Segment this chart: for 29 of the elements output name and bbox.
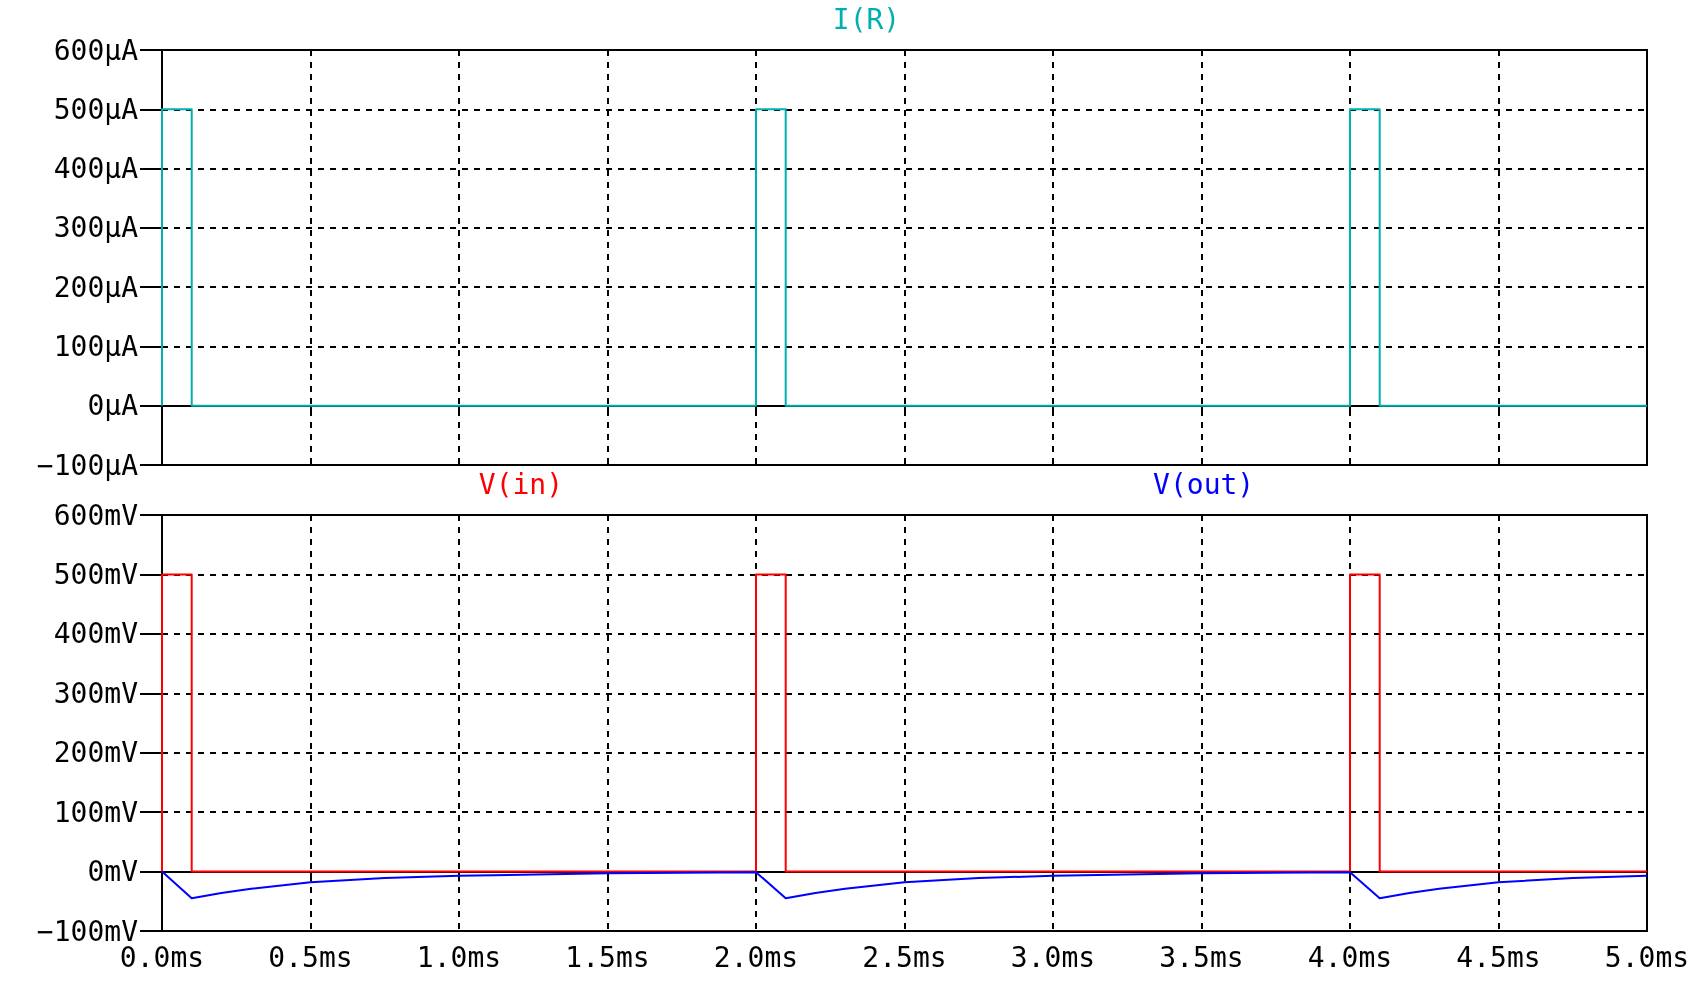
y-tick-label: 0µA — [87, 389, 139, 423]
y-tick-label: 600µA — [53, 33, 139, 67]
y-tick-label: 400µA — [53, 152, 139, 186]
text: V(out) — [1153, 467, 1255, 501]
y-tick-label: 100µA — [53, 329, 139, 363]
x-tick-label: 4.0ms — [1307, 940, 1393, 974]
y-tick-label: 400mV — [53, 617, 139, 651]
text: I(R) — [832, 2, 901, 36]
y-tick-label: −100µA — [36, 448, 139, 482]
y-tick-label: 0mV — [87, 855, 139, 889]
x-tick-label: 2.5ms — [862, 940, 947, 974]
text: V(in) — [478, 467, 564, 501]
x-tick-label: 0.5ms — [268, 940, 353, 974]
x-tick-label: 0.0ms — [119, 940, 205, 974]
x-tick-label: 1.0ms — [416, 940, 502, 974]
y-tick-label: 200mV — [53, 736, 139, 770]
x-tick-label: 1.5ms — [565, 940, 650, 974]
x-tick-label: 5.0ms — [1604, 940, 1690, 974]
y-tick-label: 200µA — [53, 270, 139, 304]
y-tick-label: 500µA — [53, 92, 139, 126]
y-tick-label: 300µA — [53, 211, 139, 245]
x-tick-label: 3.5ms — [1159, 940, 1244, 974]
x-tick-label: 3.0ms — [1010, 940, 1096, 974]
y-tick-label: 500mV — [53, 557, 139, 591]
y-tick-label: 600mV — [53, 498, 139, 532]
x-tick-label: 2.0ms — [713, 940, 799, 974]
y-tick-label: 100mV — [53, 795, 139, 829]
y-tick-label: 300mV — [53, 676, 139, 710]
x-tick-label: 4.5ms — [1456, 940, 1541, 974]
